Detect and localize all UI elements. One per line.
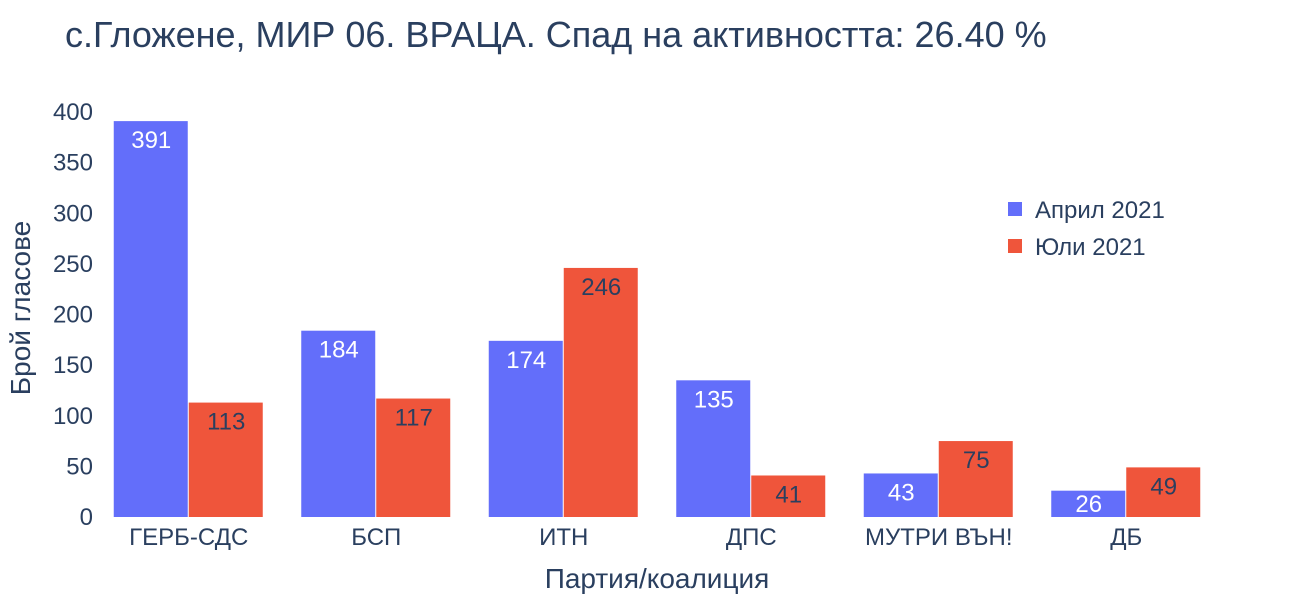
legend-label: Април 2021 xyxy=(1035,197,1165,224)
y-tick-label: 0 xyxy=(80,504,93,531)
bar-value-label: 26 xyxy=(1075,491,1102,518)
bar-value-label: 391 xyxy=(131,127,171,154)
bar-value-label: 174 xyxy=(506,347,546,374)
bar[interactable] xyxy=(188,402,263,517)
y-tick-label: 350 xyxy=(53,150,93,177)
x-tick-label: БСП xyxy=(351,524,401,551)
bar[interactable] xyxy=(938,441,1013,517)
x-axis-title: Партия/коалиция xyxy=(545,563,770,594)
y-tick-label: 50 xyxy=(66,453,93,480)
bar-value-label: 117 xyxy=(395,405,433,432)
bars: 391 184 174 135 43 26 113 117 246 41 75 49 xyxy=(113,121,1201,518)
bar-value-label: 184 xyxy=(319,337,359,364)
x-tick-label: ГЕРБ-СДС xyxy=(129,524,248,551)
x-tick-label: ИТН xyxy=(539,524,588,551)
bar-value-label: 75 xyxy=(963,447,990,474)
y-axis-ticks: 0 50 100 150 200 250 300 350 400 xyxy=(53,99,93,531)
bar[interactable] xyxy=(1126,467,1201,517)
chart-title: с.Гложене, МИР 06. ВРАЦА. Спад на активн… xyxy=(65,14,1047,55)
x-tick-label: МУТРИ ВЪН! xyxy=(865,524,1012,551)
bar-value-label: 246 xyxy=(581,274,621,301)
bar[interactable] xyxy=(751,475,826,517)
x-tick-label: ДПС xyxy=(726,524,777,551)
y-tick-label: 100 xyxy=(53,403,93,430)
y-axis-title: Брой гласове xyxy=(5,221,36,395)
bar-value-label: 43 xyxy=(888,479,915,506)
bar[interactable] xyxy=(863,473,938,517)
bar-value-label: 135 xyxy=(694,386,734,413)
y-tick-label: 300 xyxy=(53,200,93,227)
x-axis-ticks: ГЕРБ-СДС БСП ИТН ДПС МУТРИ ВЪН! ДБ xyxy=(129,524,1142,551)
bar[interactable] xyxy=(488,340,563,517)
bar-value-label: 49 xyxy=(1150,473,1177,500)
bar[interactable] xyxy=(1051,490,1126,517)
legend-swatch xyxy=(1008,202,1022,216)
y-tick-label: 200 xyxy=(53,302,93,329)
bar[interactable] xyxy=(376,398,451,517)
legend-swatch xyxy=(1008,239,1022,253)
bar[interactable] xyxy=(563,267,638,517)
bar[interactable] xyxy=(301,330,376,517)
y-tick-label: 400 xyxy=(53,99,93,126)
bar[interactable] xyxy=(676,380,751,517)
bar-value-label: 41 xyxy=(775,481,802,508)
y-tick-label: 150 xyxy=(53,352,93,379)
bar[interactable] xyxy=(113,121,188,518)
legend-label: Юли 2021 xyxy=(1035,234,1146,261)
y-tick-label: 250 xyxy=(53,251,93,278)
legend[interactable]: Април 2021 Юли 2021 xyxy=(1008,197,1165,261)
bar-value-label: 113 xyxy=(207,409,245,436)
x-tick-label: ДБ xyxy=(1110,524,1142,551)
